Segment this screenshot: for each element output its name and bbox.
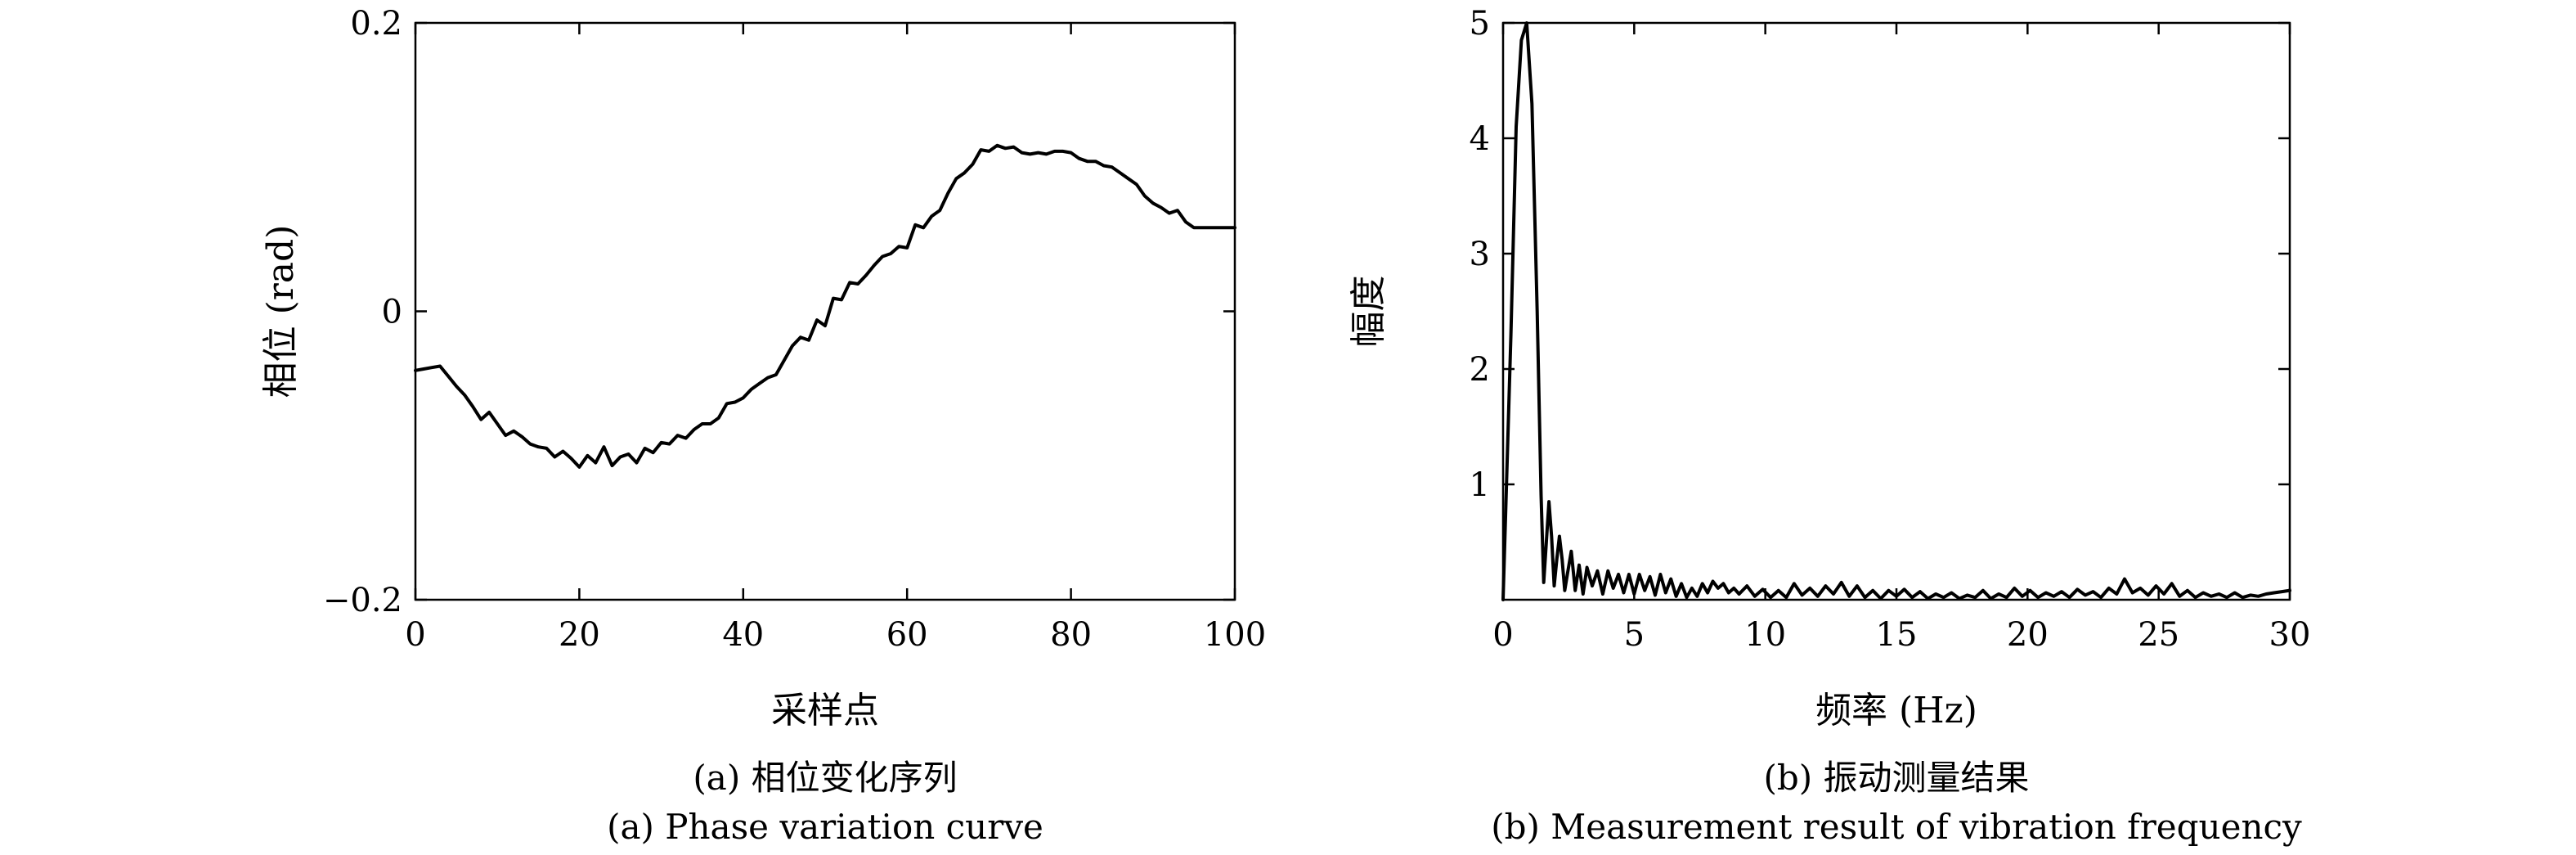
phase-series-group: [414, 143, 1236, 469]
phase-x-tick-label: 100: [1204, 616, 1266, 654]
spectrum-y-tick-label: 1: [1470, 466, 1490, 504]
spectrum-y-tick-label: 4: [1470, 120, 1490, 158]
spectrum-x-axis-label: 频率 (Hz): [1815, 690, 1977, 731]
spectrum-caption: (b) 振动测量结果: [1763, 758, 2029, 798]
phase-chart: 0 20 40 60 80 100−0.200.2 采样点 相位 (rad) (a) 相位…: [260, 5, 1266, 847]
phase-x-tick-label: 80: [1050, 616, 1092, 654]
phase-y-tick-label: 0.2: [350, 5, 402, 43]
spectrum-x-tick-label: 25: [2138, 616, 2179, 654]
phase-plot-frame: [414, 21, 1236, 601]
spectrum-x-tick-label: 30: [2269, 616, 2311, 654]
spectrum-ticks-group: 0 5 10 15 20 25 30 1 2 3 4 5: [1470, 5, 2311, 654]
phase-y-axis-label: 相位 (rad): [260, 225, 302, 398]
spectrum-x-tick-label: 5: [1624, 616, 1645, 654]
spectrum-x-tick-label: 15: [1876, 616, 1918, 654]
spectrum-x-tick-label: 10: [1744, 616, 1786, 654]
spectrum-series-line: [1501, 21, 2291, 601]
phase-x-tick-label: 60: [886, 616, 928, 654]
spectrum-x-tick-label: 0: [1492, 616, 1513, 654]
spectrum-y-axis-label: 幅度: [1348, 276, 1389, 348]
spectrum-y-tick-label: 5: [1470, 5, 1490, 43]
phase-x-axis-label: 采样点: [771, 690, 879, 731]
spectrum-caption-english: (b) Measurement result of vibration freq…: [1491, 807, 2302, 847]
spectrum-y-tick-label: 3: [1470, 236, 1490, 273]
phase-y-tick-label: 0: [382, 294, 402, 331]
phase-caption: (a) 相位变化序列: [693, 758, 957, 798]
phase-y-tick-label: −0.2: [323, 582, 402, 619]
phase-x-tick-label: 0: [405, 616, 425, 654]
phase-x-tick-label: 40: [722, 616, 764, 654]
phase-series-line: [414, 143, 1236, 469]
spectrum-series-group: [1501, 21, 2291, 601]
phase-x-tick-label: 20: [559, 616, 600, 654]
phase-ticks-group: 0 20 40 60 80 100−0.200.2: [323, 5, 1266, 654]
spectrum-x-tick-label: 20: [2007, 616, 2049, 654]
spectrum-y-tick-label: 2: [1470, 351, 1490, 389]
phase-caption-english: (a) Phase variation curve: [607, 807, 1043, 847]
spectrum-plot-frame: [1501, 21, 2291, 601]
